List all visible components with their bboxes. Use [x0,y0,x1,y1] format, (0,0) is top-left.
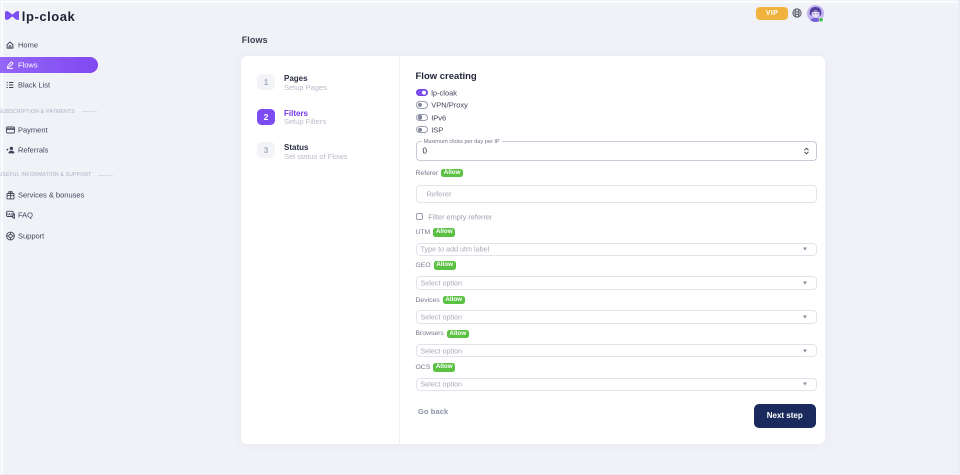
svg-text:FAQ: FAQ [6,212,14,216]
